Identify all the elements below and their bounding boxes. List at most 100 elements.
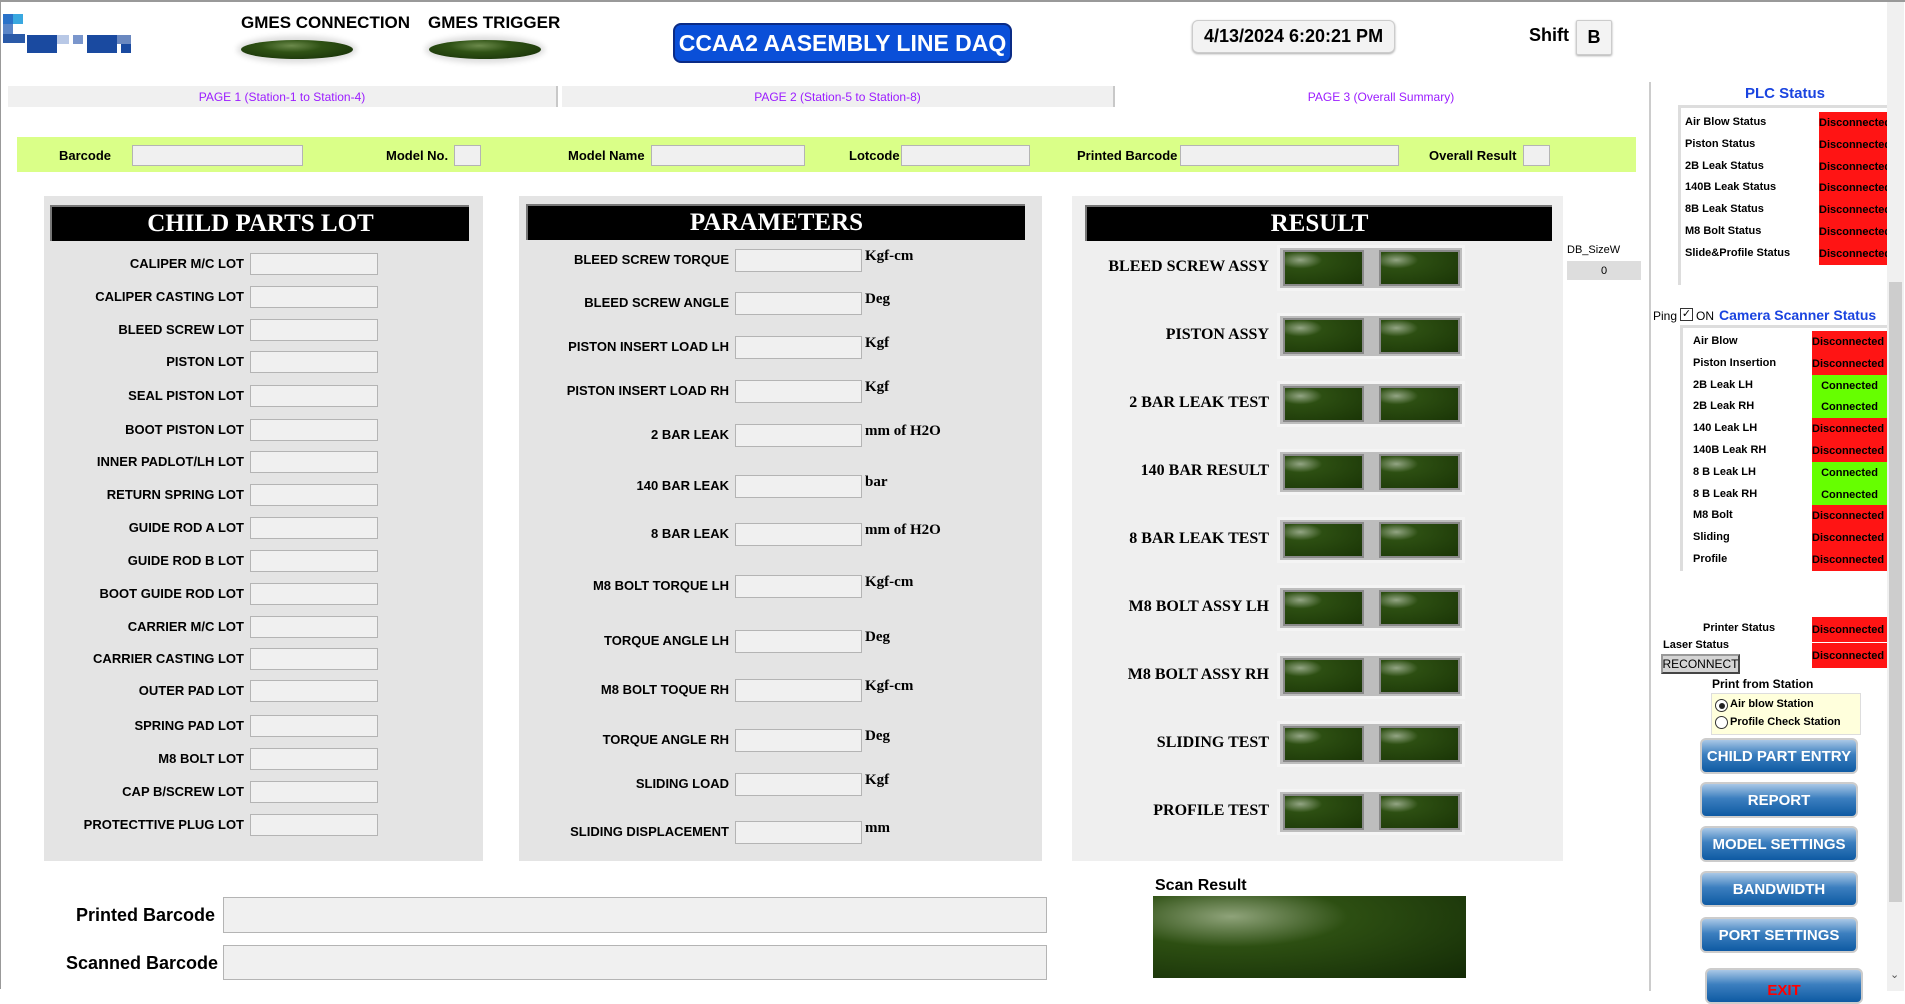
child-part-lot-field[interactable]: [250, 550, 378, 572]
port-settings-button[interactable]: PORT SETTINGS: [1700, 917, 1858, 953]
parameter-unit: mm: [865, 820, 890, 836]
lotcode-label: Lotcode: [849, 148, 900, 163]
parameters-panel: PARAMETERS BLEED SCREW TORQUE Kgf-cm BLEED…: [519, 196, 1042, 861]
scroll-down-icon[interactable]: ⌄: [1890, 969, 1900, 981]
parameter-value-field[interactable]: [735, 380, 862, 403]
parameter-value-field[interactable]: [735, 249, 862, 272]
result-label: M8 BOLT ASSY RH: [1127, 666, 1269, 683]
child-part-lot-field[interactable]: [250, 286, 378, 308]
result-indicator-lh: [1283, 590, 1364, 626]
scrollbar[interactable]: ⌄: [1887, 2, 1904, 991]
child-part-lot-field[interactable]: [250, 484, 378, 506]
parameter-value-field[interactable]: [735, 630, 862, 653]
child-part-lot-field[interactable]: [250, 385, 378, 407]
parameter-value-field[interactable]: [735, 679, 862, 702]
printed-barcode-field[interactable]: [1180, 145, 1399, 166]
model-no-label: Model No.: [386, 148, 449, 163]
parameter-unit: Deg: [865, 291, 890, 307]
printed-barcode-bottom-label: Printed Barcode: [76, 905, 216, 925]
parameter-value-field[interactable]: [735, 336, 862, 359]
camera-status-value: Connected: [1812, 374, 1887, 397]
child-part-lot-field[interactable]: [250, 715, 378, 737]
child-part-lot-field[interactable]: [250, 781, 378, 803]
child-part-lot-field[interactable]: [250, 680, 378, 702]
shift-label: Shift: [1529, 25, 1569, 45]
plc-status-label: M8 Bolt Status: [1685, 225, 1762, 237]
parameter-value-field[interactable]: [735, 292, 862, 315]
child-part-lot-field[interactable]: [250, 616, 378, 638]
scrollbar-thumb[interactable]: [1889, 282, 1902, 902]
parameter-unit: mm of H2O: [865, 522, 941, 538]
model-no-field[interactable]: [454, 145, 481, 166]
parameter-value-field[interactable]: [735, 424, 862, 447]
child-part-lot-field[interactable]: [250, 517, 378, 539]
exit-button[interactable]: EXIT: [1705, 968, 1863, 1004]
ping-checkbox[interactable]: ✓: [1680, 308, 1693, 321]
tab-page-3[interactable]: PAGE 3 (Overall Summary): [1115, 86, 1647, 107]
child-part-lot-field[interactable]: [250, 319, 378, 341]
child-part-label: PISTON LOT: [166, 354, 244, 369]
parameter-value-field[interactable]: [735, 729, 862, 752]
camera-status-value: Disconnected: [1812, 418, 1887, 441]
child-part-lot-field[interactable]: [250, 583, 378, 605]
parameter-value-field[interactable]: [735, 773, 862, 796]
scan-result-label: Scan Result: [1155, 877, 1247, 894]
result-indicator-pair: [1277, 313, 1465, 359]
result-indicator-lh: [1283, 454, 1364, 490]
plc-status-title: PLC Status: [1745, 85, 1826, 102]
radio-profile-check[interactable]: [1715, 716, 1728, 729]
result-indicator-pair: [1277, 789, 1465, 835]
plc-status-label: Air Blow Status: [1685, 116, 1767, 128]
tab-page-1[interactable]: PAGE 1 (Station-1 to Station-4): [8, 86, 558, 107]
camera-status-value: Disconnected: [1812, 549, 1887, 571]
plc-status-value: Disconnected: [1819, 112, 1887, 134]
result-label: BLEED SCREW ASSY: [1108, 258, 1269, 275]
child-part-label: CALIPER M/C LOT: [129, 256, 244, 271]
model-name-field[interactable]: [651, 145, 805, 166]
tab-page-2[interactable]: PAGE 2 (Station-5 to Station-8): [562, 86, 1115, 107]
child-part-lot-field[interactable]: [250, 451, 378, 473]
plc-status-label: 8B Leak Status: [1685, 203, 1764, 216]
report-button[interactable]: REPORT: [1700, 782, 1858, 818]
plc-status-box: Air Blow Status Disconnected Piston Status…: [1678, 105, 1887, 285]
parameter-value-field[interactable]: [735, 575, 862, 598]
child-part-lot-field[interactable]: [250, 814, 378, 836]
child-part-label: SPRING PAD LOT: [134, 718, 244, 733]
parameter-value-field[interactable]: [735, 523, 862, 546]
child-part-lot-field[interactable]: [250, 351, 378, 373]
plc-status-label: Slide&Profile Status: [1685, 246, 1791, 259]
lotcode-field[interactable]: [901, 145, 1030, 166]
child-part-lot-field[interactable]: [250, 419, 378, 441]
child-part-lot-field[interactable]: [250, 748, 378, 770]
model-settings-button[interactable]: MODEL SETTINGS: [1700, 826, 1858, 862]
parameter-unit: Kgf: [865, 772, 890, 788]
bandwidth-button[interactable]: BANDWIDTH: [1700, 871, 1858, 907]
child-part-label: M8 BOLT LOT: [158, 751, 244, 766]
print-from-station-group: Air blow Station Profile Check Station: [1711, 693, 1861, 735]
result-label: 2 BAR LEAK TEST: [1129, 394, 1269, 411]
parameter-label: BLEED SCREW ANGLE: [584, 295, 729, 310]
result-label: PROFILE TEST: [1153, 802, 1269, 819]
scanned-barcode-field[interactable]: [223, 945, 1047, 980]
child-part-label: PROTECTTIVE PLUG LOT: [83, 817, 244, 832]
camera-status-label: 2B Leak LH: [1693, 378, 1753, 391]
radio-air-blow[interactable]: [1715, 699, 1728, 712]
parameter-value-field[interactable]: [735, 821, 862, 844]
app-title: CCAA2 AASEMBLY LINE DAQ: [673, 23, 1012, 63]
printer-status-label: Printer Status: [1703, 622, 1776, 634]
reconnect-button[interactable]: RECONNECT: [1661, 654, 1740, 674]
parameter-unit: Kgf: [865, 335, 890, 351]
radio-profile-check-label: Profile Check Station: [1730, 716, 1841, 728]
child-part-lot-field[interactable]: [250, 253, 378, 275]
result-indicator-pair: [1277, 585, 1465, 631]
child-part-lot-field[interactable]: [250, 648, 378, 670]
child-part-entry-button[interactable]: CHILD PART ENTRY: [1700, 738, 1858, 774]
overall-result-field[interactable]: [1523, 145, 1550, 166]
radio-air-blow-label: Air blow Station: [1730, 698, 1814, 710]
ping-on-label: ON: [1696, 309, 1714, 323]
printed-barcode-bottom-field[interactable]: [223, 897, 1047, 933]
parameter-value-field[interactable]: [735, 475, 862, 498]
camera-status-label: Piston Insertion: [1693, 356, 1777, 369]
barcode-field[interactable]: [132, 145, 303, 166]
plc-status-label: 140B Leak Status: [1685, 181, 1777, 194]
